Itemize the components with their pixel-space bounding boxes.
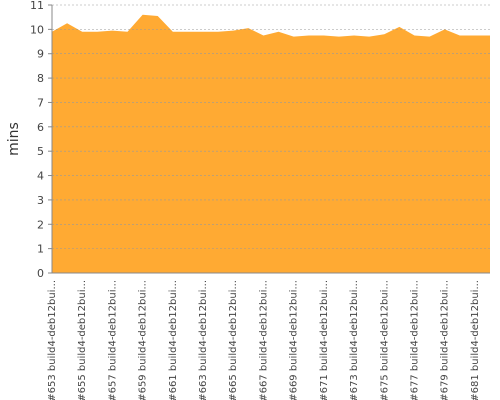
y-tick-label: 3 — [37, 194, 44, 207]
y-tick-label: 9 — [37, 48, 44, 61]
y-tick-label: 0 — [37, 267, 44, 280]
y-tick-label: 10 — [30, 23, 44, 36]
x-tick-label: #673 build4-deb12bui... — [349, 280, 360, 400]
x-tick-label: #657 build4-deb12bui... — [107, 280, 118, 400]
x-tick-label: #663 build4-deb12bui... — [198, 280, 209, 400]
y-axis-label: mins — [6, 122, 22, 156]
y-tick-label: 5 — [37, 145, 44, 158]
x-tick-label: #665 build4-deb12bui... — [228, 280, 239, 400]
x-tick-label: #681 build4-deb12bui... — [470, 280, 481, 400]
y-tick-label: 11 — [30, 0, 44, 12]
y-tick-label: 8 — [37, 72, 44, 85]
x-tick-label: #677 build4-deb12bui... — [409, 280, 420, 400]
x-tick-label: #659 build4-deb12bui... — [138, 280, 149, 400]
x-tick-label: #675 build4-deb12bui... — [379, 280, 390, 400]
x-tick-label: #667 build4-deb12bui... — [258, 280, 269, 400]
x-tick-label: #653 build4-deb12bui... — [47, 280, 58, 400]
x-tick-label: #655 build4-deb12bui... — [77, 280, 88, 400]
y-tick-label: 4 — [37, 170, 44, 183]
area — [52, 14, 490, 274]
x-tick-label: #661 build4-deb12bui... — [168, 280, 179, 400]
x-tick-label: #669 build4-deb12bui... — [289, 280, 300, 400]
x-tick-label: #679 build4-deb12bui... — [440, 280, 451, 400]
x-tick-label: #671 build4-deb12bui... — [319, 280, 330, 400]
y-tick-label: 6 — [37, 121, 44, 134]
y-tick-label: 1 — [37, 243, 44, 256]
y-tick-label: 7 — [37, 96, 44, 109]
y-tick-label: 2 — [37, 218, 44, 231]
